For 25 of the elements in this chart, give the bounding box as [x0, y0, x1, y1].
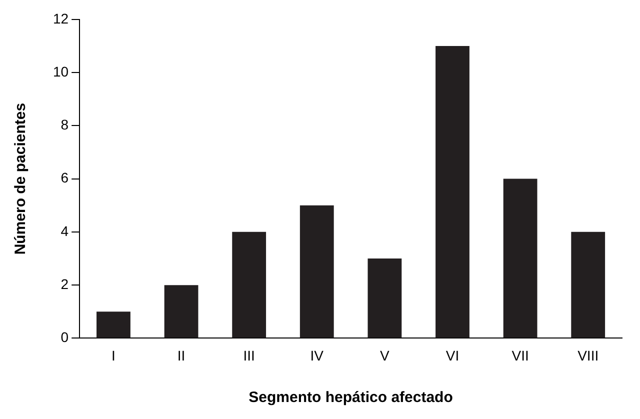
y-tick-label: 8 — [60, 116, 69, 133]
bar — [571, 232, 606, 338]
x-tick-label: V — [380, 347, 390, 364]
x-tick-label: VI — [446, 347, 460, 364]
bar — [300, 205, 334, 338]
x-axis-title: Segmento hepático afectado — [248, 389, 453, 406]
bar — [96, 312, 130, 338]
bar — [368, 258, 402, 338]
bar — [436, 46, 470, 338]
bar — [503, 178, 538, 338]
y-tick-label: 10 — [52, 63, 69, 80]
y-tick-label: 4 — [60, 222, 69, 239]
y-tick-label: 12 — [52, 10, 69, 26]
y-tick-label: 0 — [60, 329, 69, 346]
x-tick-label: VII — [512, 347, 529, 364]
bar — [164, 285, 198, 338]
x-tick-label: VIII — [578, 347, 599, 364]
x-tick-label: II — [177, 347, 186, 364]
y-tick-label: 6 — [60, 170, 69, 186]
x-tick-label: IV — [310, 347, 324, 364]
y-axis-title: Número de pacientes — [12, 102, 30, 255]
bar — [232, 232, 266, 338]
x-tick-label: III — [243, 347, 255, 364]
y-tick-label: 2 — [60, 276, 69, 292]
x-tick-label: I — [112, 347, 116, 364]
